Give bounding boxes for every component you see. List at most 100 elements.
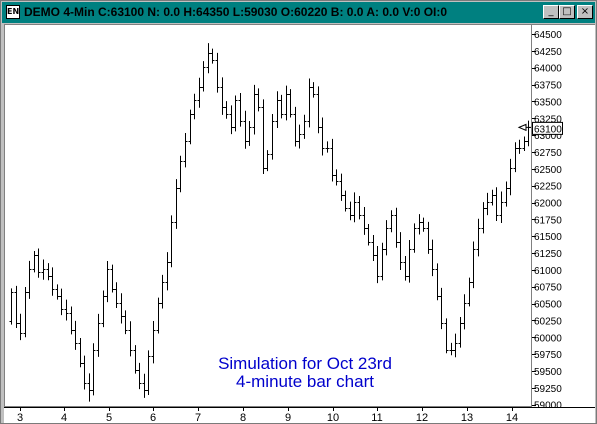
ohlc-bar bbox=[371, 234, 376, 261]
last-price-marker: 63100 bbox=[532, 121, 563, 135]
ohlc-bar bbox=[471, 241, 476, 289]
ohlc-bar bbox=[156, 297, 161, 334]
ohlc-bar bbox=[220, 77, 225, 115]
chart-annotation: Simulation for Oct 23rd 4-minute bar cha… bbox=[195, 355, 415, 391]
price-tick-label: 60750 bbox=[534, 283, 562, 294]
time-tick: 6 bbox=[150, 408, 156, 423]
price-tick-label: 61750 bbox=[534, 215, 562, 226]
ohlc-bar bbox=[398, 232, 403, 270]
ohlc-bar bbox=[476, 218, 481, 257]
price-chart-area[interactable]: Simulation for Oct 23rd 4-minute bar cha… bbox=[4, 24, 532, 407]
ohlc-bar bbox=[352, 192, 357, 223]
last-price-label: 63100 bbox=[534, 124, 562, 135]
ohlc-bar bbox=[426, 221, 431, 254]
ohlc-bar bbox=[91, 343, 96, 396]
ohlc-bar bbox=[210, 48, 215, 64]
ohlc-bar bbox=[256, 88, 261, 112]
ohlc-bar bbox=[279, 94, 284, 119]
ohlc-bar bbox=[197, 77, 202, 108]
price-tick-label: 62500 bbox=[534, 165, 562, 176]
ohlc-bar bbox=[151, 320, 156, 364]
ohlc-bar bbox=[499, 191, 504, 224]
price-tick: 62000 bbox=[532, 199, 562, 210]
ohlc-bar bbox=[435, 263, 440, 301]
price-tick: 60250 bbox=[532, 316, 562, 327]
ohlc-bar bbox=[261, 99, 266, 175]
close-button[interactable]: × bbox=[577, 5, 593, 19]
ohlc-bar bbox=[188, 109, 193, 145]
time-tick-label: 13 bbox=[461, 412, 473, 423]
minimize-button[interactable]: _ bbox=[543, 5, 559, 19]
ohlc-bar bbox=[485, 192, 490, 216]
time-tick-label: 11 bbox=[371, 412, 382, 423]
ohlc-bar bbox=[380, 242, 385, 281]
ohlc-bar bbox=[439, 287, 444, 330]
ohlc-bar bbox=[14, 285, 19, 329]
ohlc-bar bbox=[513, 142, 518, 173]
maximize-button[interactable]: □ bbox=[559, 5, 575, 19]
time-tick-label: 5 bbox=[106, 412, 112, 423]
price-tick-label: 60000 bbox=[534, 333, 562, 344]
time-tick: 11 bbox=[371, 408, 383, 423]
time-tick: 14 bbox=[506, 408, 518, 423]
price-tick: 62500 bbox=[532, 165, 562, 176]
ohlc-bar bbox=[78, 337, 83, 368]
ohlc-bar bbox=[293, 106, 298, 147]
time-tick-label: 10 bbox=[327, 412, 339, 423]
ohlc-bar bbox=[192, 93, 197, 120]
price-tick: 64000 bbox=[532, 64, 562, 75]
ohlc-bar bbox=[119, 293, 124, 324]
time-tick-label: 14 bbox=[506, 412, 518, 423]
price-tick-label: 60500 bbox=[534, 300, 562, 311]
ohlc-bar bbox=[73, 320, 78, 350]
ohlc-bar bbox=[444, 318, 449, 354]
ohlc-bar bbox=[46, 263, 51, 281]
price-tick-label: 59250 bbox=[534, 384, 562, 395]
ohlc-bar bbox=[270, 113, 275, 160]
price-axis[interactable]: 59000 59250 59500 59750 60000 60250 60500 60750… bbox=[532, 24, 595, 408]
ohlc-bar bbox=[421, 217, 426, 232]
time-tick-label: 12 bbox=[416, 412, 428, 423]
ohlc-bar bbox=[284, 85, 289, 121]
ohlc-bar bbox=[417, 214, 422, 235]
price-tick: 62250 bbox=[532, 182, 562, 193]
title-bar[interactable]: EN DEMO 4-Min C:63100 N: 0.0 H:64350 L:5… bbox=[2, 2, 595, 23]
price-axis-labels: 59000 59250 59500 59750 60000 60250 60500 60750… bbox=[532, 30, 563, 408]
ohlc-bar bbox=[394, 207, 399, 248]
ohlc-bar bbox=[27, 260, 32, 299]
ohlc-bar bbox=[18, 313, 23, 341]
price-tick: 63750 bbox=[532, 81, 562, 92]
last-price-arrow-icon bbox=[517, 123, 531, 132]
price-tick: 63250 bbox=[532, 114, 562, 125]
price-tick-label: 59500 bbox=[534, 367, 562, 378]
ohlc-bar bbox=[412, 223, 417, 253]
ohlc-bar bbox=[320, 117, 325, 156]
app-icon[interactable]: EN bbox=[6, 5, 20, 19]
ohlc-bar bbox=[362, 206, 367, 235]
price-tick: 59500 bbox=[532, 367, 562, 378]
ohlc-bar bbox=[160, 274, 165, 309]
price-tick-label: 62250 bbox=[534, 182, 562, 193]
price-tick-label: 61000 bbox=[534, 266, 562, 277]
ohlc-bar bbox=[375, 245, 380, 284]
ohlc-bar bbox=[307, 78, 312, 128]
price-tick: 64250 bbox=[532, 47, 562, 58]
time-axis[interactable]: 3 4 5 6 7 8 9 10 11 12 13 14 bbox=[4, 407, 595, 423]
window-title: DEMO 4-Min C:63100 N: 0.0 H:64350 L:5903… bbox=[24, 5, 448, 19]
ohlc-bar bbox=[334, 169, 339, 186]
price-tick: 59250 bbox=[532, 384, 562, 395]
ohlc-bar bbox=[133, 345, 138, 374]
ohlc-bar bbox=[69, 306, 74, 335]
ohlc-bar bbox=[339, 173, 344, 201]
ohlc-bar bbox=[105, 261, 110, 303]
ohlc-bar bbox=[275, 91, 280, 128]
price-tick: 64500 bbox=[532, 30, 562, 41]
time-tick: 13 bbox=[461, 408, 473, 423]
ohlc-bar bbox=[407, 239, 412, 283]
ohlc-bar bbox=[55, 284, 60, 300]
ohlc-bar bbox=[23, 287, 28, 338]
ohlc-bar bbox=[366, 224, 371, 246]
time-tick-label: 9 bbox=[285, 412, 291, 423]
ohlc-bar bbox=[449, 342, 454, 356]
